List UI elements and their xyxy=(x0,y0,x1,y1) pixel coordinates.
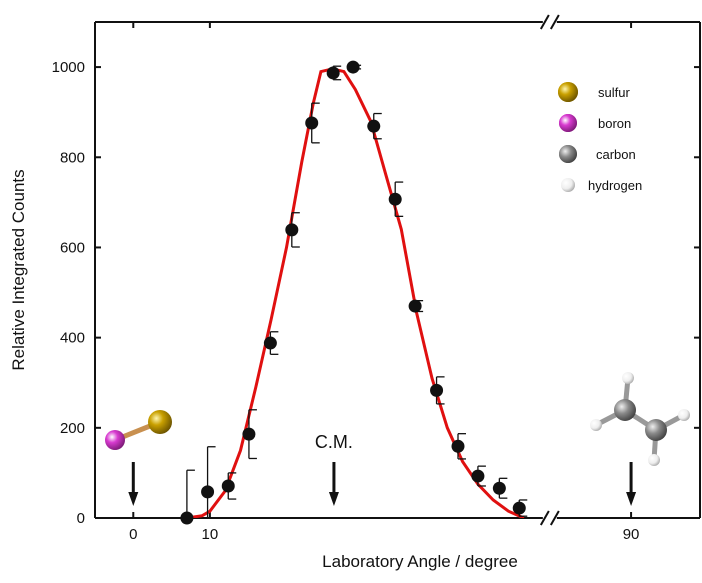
fit-curve xyxy=(186,67,525,518)
data-point xyxy=(451,439,465,453)
carbon-atom xyxy=(614,399,636,421)
overlay: C.M. sulfur boron carbon hydrogen xyxy=(128,60,642,525)
data-point xyxy=(346,60,360,74)
legend-label: carbon xyxy=(596,147,636,162)
hydrogen-atom xyxy=(590,419,602,431)
y-tick-label: 200 xyxy=(60,420,85,437)
data-point xyxy=(263,336,277,350)
x-tick-label: 0 xyxy=(129,526,137,543)
data-point xyxy=(492,481,506,495)
boron-atom xyxy=(105,430,125,450)
legend-label: hydrogen xyxy=(588,178,642,193)
hydrogen-atom xyxy=(622,372,634,384)
y-tick-label: 800 xyxy=(60,149,85,166)
data-point xyxy=(326,66,340,80)
sulfur-atom xyxy=(148,410,172,434)
data-point xyxy=(201,485,215,499)
data-point xyxy=(512,501,526,515)
y-axis-label: Relative Integrated Counts xyxy=(9,169,28,370)
data-point xyxy=(471,469,485,483)
axis-break xyxy=(549,14,560,30)
data-point xyxy=(388,192,402,206)
ethylene-molecule xyxy=(590,372,690,466)
data-point xyxy=(305,116,319,130)
x-tick-label: 10 xyxy=(202,526,219,543)
annotation: C.M. xyxy=(315,432,353,452)
legend-label: sulfur xyxy=(598,85,630,100)
carbon-atom xyxy=(645,419,667,441)
y-tick-label: 0 xyxy=(77,510,85,527)
data-point xyxy=(367,119,381,133)
hydrogen-atom xyxy=(678,409,690,421)
plot-area xyxy=(186,64,528,518)
arrow-head xyxy=(626,492,637,506)
legend-marker-shade xyxy=(561,178,575,192)
hydrogen-atom xyxy=(648,454,660,466)
x-axis-label: Laboratory Angle / degree xyxy=(322,552,518,571)
x-tick-label: 90 xyxy=(623,526,640,543)
data-point xyxy=(180,511,194,525)
axes: 0 200 400 600 800 1000 0 10 90 xyxy=(52,14,701,543)
bs-molecule xyxy=(105,410,172,450)
y-tick-label: 400 xyxy=(60,330,85,347)
data-point xyxy=(285,223,299,237)
data-point xyxy=(242,427,256,441)
data-point xyxy=(408,299,422,313)
y-tick-label: 1000 xyxy=(52,59,85,76)
data-point xyxy=(430,383,444,397)
axis-break xyxy=(539,14,550,30)
arrow-head xyxy=(128,492,139,506)
axis-break xyxy=(549,510,560,526)
y-tick-label: 600 xyxy=(60,239,85,256)
axis-break xyxy=(539,510,550,526)
legend-label: boron xyxy=(598,116,631,131)
legend-marker-shade xyxy=(558,82,578,102)
data-point xyxy=(221,479,235,493)
legend-marker-shade xyxy=(559,114,577,132)
legend-marker-shade xyxy=(559,145,577,163)
arrow-head xyxy=(328,492,339,506)
